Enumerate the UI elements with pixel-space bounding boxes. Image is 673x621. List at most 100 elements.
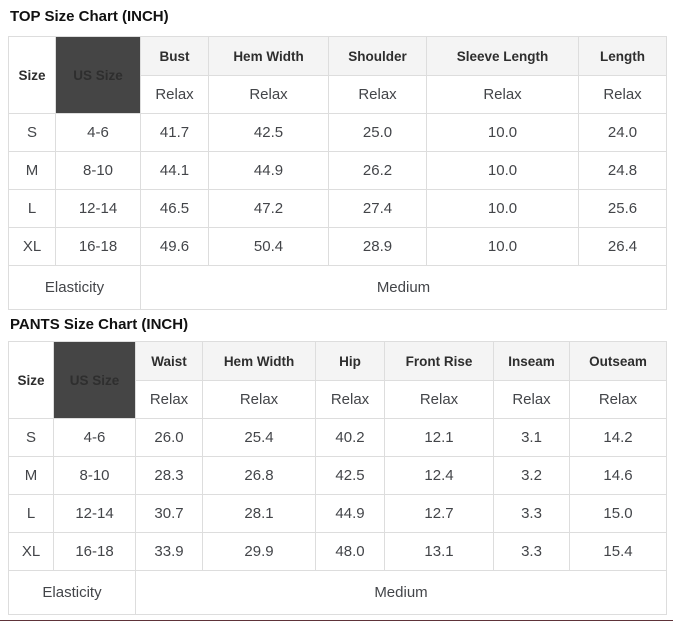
- size-value: XL: [8, 227, 56, 266]
- measure-value: 28.9: [328, 227, 427, 266]
- fit-type-cell: Relax: [328, 75, 427, 114]
- measure-value: 10.0: [426, 151, 579, 190]
- measure-value: 15.4: [569, 532, 667, 571]
- fit-row: Relax Relax Relax Relax Relax Relax: [9, 380, 667, 419]
- fit-type-cell: Relax: [140, 75, 209, 114]
- fit-row: Relax Relax Relax Relax Relax: [9, 75, 667, 114]
- measure-value: 44.9: [315, 494, 385, 533]
- top-size-chart-section: TOP Size Chart (INCH) Size US Size Bust …: [0, 7, 673, 310]
- size-value: L: [8, 189, 56, 228]
- measure-value: 44.9: [208, 151, 329, 190]
- measure-value: 27.4: [328, 189, 427, 228]
- measure-value: 42.5: [315, 456, 385, 495]
- elasticity-label: Elasticity: [8, 570, 136, 615]
- measure-column-header: Hem Width: [208, 36, 329, 76]
- measure-value: 26.4: [578, 227, 667, 266]
- measure-value: 28.1: [202, 494, 316, 533]
- us-size-value: 8-10: [55, 151, 141, 190]
- measure-value: 25.0: [328, 113, 427, 152]
- measure-column-header: Shoulder: [328, 36, 427, 76]
- pants-size-table: Size US Size Waist Hem Width Hip Front R…: [8, 341, 667, 615]
- measure-column-header: Hem Width: [202, 341, 316, 381]
- measure-value: 14.2: [569, 418, 667, 457]
- measure-column-header: Length: [578, 36, 667, 76]
- measure-value: 3.1: [493, 418, 570, 457]
- fit-type-cell: Relax: [202, 380, 316, 419]
- measure-value: 24.0: [578, 113, 667, 152]
- footer-row: Elasticity Medium: [8, 265, 667, 310]
- us-size-column-header: US Size: [53, 341, 136, 419]
- size-chart-page: TOP Size Chart (INCH) Size US Size Bust …: [0, 7, 673, 621]
- fit-type-cell: Relax: [426, 75, 579, 114]
- elasticity-label: Elasticity: [8, 265, 141, 310]
- measure-value: 15.0: [569, 494, 667, 533]
- pants-size-chart-section: PANTS Size Chart (INCH) Size US Size Wai…: [0, 315, 673, 615]
- us-size-value: 4-6: [53, 418, 136, 457]
- size-value: XL: [8, 532, 54, 571]
- top-size-table: Size US Size Bust Hem Width Shoulder Sle…: [8, 36, 667, 310]
- measure-value: 29.9: [202, 532, 316, 571]
- measure-value: 3.3: [493, 494, 570, 533]
- measure-value: 33.9: [135, 532, 203, 571]
- measure-value: 48.0: [315, 532, 385, 571]
- table-row: L 12-14 30.7 28.1 44.9 12.7 3.3 15.0: [8, 494, 667, 533]
- us-size-value: 8-10: [53, 456, 136, 495]
- size-column-header: Size: [8, 36, 56, 114]
- us-size-value: 4-6: [55, 113, 141, 152]
- us-size-column-header: US Size: [55, 36, 141, 114]
- measure-column-header: Waist: [135, 341, 203, 381]
- table-row: XL 16-18 49.6 50.4 28.9 10.0 26.4: [8, 227, 667, 266]
- fit-type-cell: Relax: [493, 380, 570, 419]
- table-row: M 8-10 28.3 26.8 42.5 12.4 3.2 14.6: [8, 456, 667, 495]
- measure-value: 14.6: [569, 456, 667, 495]
- measure-value: 26.0: [135, 418, 203, 457]
- measure-value: 13.1: [384, 532, 494, 571]
- measure-value: 10.0: [426, 227, 579, 266]
- fit-type-cell: Relax: [208, 75, 329, 114]
- measure-column-header: Bust: [140, 36, 209, 76]
- size-value: L: [8, 494, 54, 533]
- header-row: Size US Size Waist Hem Width Hip Front R…: [8, 341, 667, 419]
- table-row: XL 16-18 33.9 29.9 48.0 13.1 3.3 15.4: [8, 532, 667, 571]
- measure-value: 47.2: [208, 189, 329, 228]
- measure-column-header: Hip: [315, 341, 385, 381]
- measure-value: 12.7: [384, 494, 494, 533]
- table-row: S 4-6 41.7 42.5 25.0 10.0 24.0: [8, 113, 667, 152]
- measure-value: 3.3: [493, 532, 570, 571]
- measure-column-header: Inseam: [493, 341, 570, 381]
- measure-value: 28.3: [135, 456, 203, 495]
- header-row: Size US Size Bust Hem Width Shoulder Sle…: [8, 36, 667, 114]
- elasticity-value: Medium: [135, 570, 667, 615]
- fit-type-cell: Relax: [315, 380, 385, 419]
- size-value: S: [8, 113, 56, 152]
- size-column-header: Size: [8, 341, 54, 419]
- elasticity-value: Medium: [140, 265, 667, 310]
- size-value: M: [8, 151, 56, 190]
- measure-value: 12.4: [384, 456, 494, 495]
- size-value: M: [8, 456, 54, 495]
- top-chart-title: TOP Size Chart (INCH): [10, 8, 169, 25]
- us-size-value: 16-18: [55, 227, 141, 266]
- us-size-value: 16-18: [53, 532, 136, 571]
- measure-value: 42.5: [208, 113, 329, 152]
- pants-chart-title: PANTS Size Chart (INCH): [10, 316, 189, 333]
- measure-value: 24.8: [578, 151, 667, 190]
- fit-type-cell: Relax: [578, 75, 667, 114]
- measure-value: 12.1: [384, 418, 494, 457]
- measure-value: 25.6: [578, 189, 667, 228]
- measure-value: 46.5: [140, 189, 209, 228]
- measure-value: 49.6: [140, 227, 209, 266]
- measure-value: 50.4: [208, 227, 329, 266]
- table-row: L 12-14 46.5 47.2 27.4 10.0 25.6: [8, 189, 667, 228]
- measure-value: 10.0: [426, 189, 579, 228]
- measure-value: 41.7: [140, 113, 209, 152]
- measure-value: 40.2: [315, 418, 385, 457]
- table-row: M 8-10 44.1 44.9 26.2 10.0 24.8: [8, 151, 667, 190]
- us-size-value: 12-14: [55, 189, 141, 228]
- measure-column-header: Outseam: [569, 341, 667, 381]
- fit-type-cell: Relax: [384, 380, 494, 419]
- measure-value: 30.7: [135, 494, 203, 533]
- measure-value: 26.2: [328, 151, 427, 190]
- measure-value: 26.8: [202, 456, 316, 495]
- measure-value: 44.1: [140, 151, 209, 190]
